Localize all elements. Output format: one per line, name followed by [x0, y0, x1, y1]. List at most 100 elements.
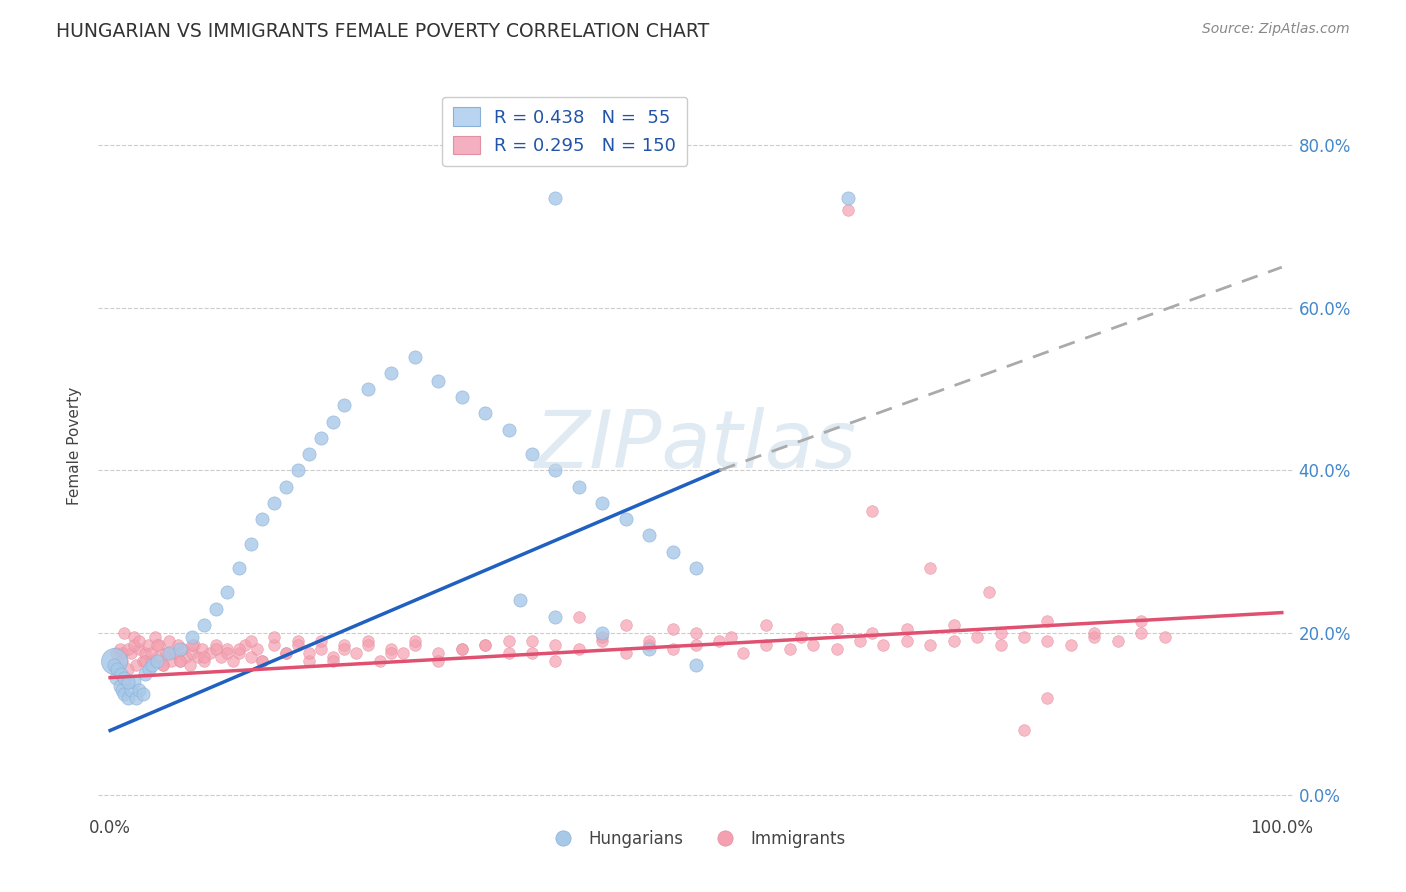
Point: [544, 654, 567, 668]
Point: [179, 658, 201, 673]
Point: [181, 638, 204, 652]
Point: [661, 544, 683, 558]
Point: [1107, 634, 1129, 648]
Point: [157, 646, 180, 660]
Point: [138, 663, 160, 677]
Point: [128, 642, 150, 657]
Point: [896, 622, 918, 636]
Point: [1036, 690, 1059, 705]
Point: [169, 642, 191, 657]
Point: [103, 658, 125, 673]
Point: [246, 642, 269, 657]
Point: [1130, 626, 1153, 640]
Point: [309, 431, 332, 445]
Point: [125, 690, 148, 705]
Point: [146, 654, 169, 668]
Point: [380, 366, 402, 380]
Point: [896, 634, 918, 648]
Point: [152, 658, 174, 673]
Point: [779, 642, 801, 657]
Point: [152, 658, 174, 673]
Point: [638, 638, 661, 652]
Point: [474, 638, 496, 652]
Point: [1130, 614, 1153, 628]
Point: [103, 654, 125, 668]
Point: [193, 654, 215, 668]
Legend: Hungarians, Immigrants: Hungarians, Immigrants: [540, 823, 852, 855]
Point: [614, 512, 637, 526]
Point: [239, 650, 262, 665]
Point: [474, 407, 496, 421]
Point: [404, 350, 426, 364]
Point: [685, 638, 707, 652]
Point: [172, 642, 194, 657]
Point: [568, 480, 591, 494]
Point: [860, 504, 883, 518]
Point: [614, 646, 637, 660]
Point: [163, 646, 186, 660]
Point: [801, 638, 824, 652]
Point: [183, 638, 205, 652]
Point: [872, 638, 894, 652]
Point: [136, 638, 159, 652]
Point: [825, 622, 848, 636]
Point: [287, 638, 309, 652]
Point: [169, 654, 191, 668]
Point: [132, 687, 155, 701]
Point: [134, 666, 156, 681]
Point: [252, 654, 274, 668]
Point: [146, 650, 169, 665]
Point: [125, 658, 148, 673]
Point: [190, 642, 212, 657]
Point: [427, 646, 450, 660]
Point: [252, 512, 274, 526]
Point: [685, 658, 707, 673]
Point: [1083, 626, 1105, 640]
Point: [134, 646, 156, 660]
Point: [520, 634, 543, 648]
Point: [322, 650, 344, 665]
Point: [638, 642, 661, 657]
Point: [392, 646, 415, 660]
Point: [322, 654, 344, 668]
Point: [1036, 634, 1059, 648]
Point: [132, 654, 155, 668]
Point: [108, 679, 131, 693]
Point: [274, 646, 297, 660]
Point: [204, 638, 226, 652]
Point: [111, 654, 134, 668]
Point: [148, 638, 170, 652]
Point: [498, 423, 520, 437]
Point: [357, 382, 380, 396]
Point: [263, 496, 285, 510]
Text: HUNGARIAN VS IMMIGRANTS FEMALE POVERTY CORRELATION CHART: HUNGARIAN VS IMMIGRANTS FEMALE POVERTY C…: [56, 22, 710, 41]
Point: [309, 634, 332, 648]
Point: [520, 447, 543, 461]
Point: [520, 646, 543, 660]
Point: [790, 630, 813, 644]
Point: [544, 191, 567, 205]
Point: [920, 638, 942, 652]
Point: [122, 630, 145, 644]
Point: [638, 634, 661, 648]
Point: [105, 663, 128, 677]
Text: ZIPatlas: ZIPatlas: [534, 407, 858, 485]
Point: [309, 642, 332, 657]
Point: [568, 609, 591, 624]
Point: [120, 646, 142, 660]
Point: [427, 654, 450, 668]
Point: [661, 642, 683, 657]
Point: [450, 642, 472, 657]
Point: [143, 630, 166, 644]
Point: [298, 447, 321, 461]
Point: [731, 646, 754, 660]
Point: [141, 654, 163, 668]
Point: [498, 634, 520, 648]
Point: [217, 646, 239, 660]
Text: Source: ZipAtlas.com: Source: ZipAtlas.com: [1202, 22, 1350, 37]
Point: [849, 634, 872, 648]
Point: [112, 687, 135, 701]
Point: [274, 646, 297, 660]
Point: [110, 666, 132, 681]
Point: [217, 585, 239, 599]
